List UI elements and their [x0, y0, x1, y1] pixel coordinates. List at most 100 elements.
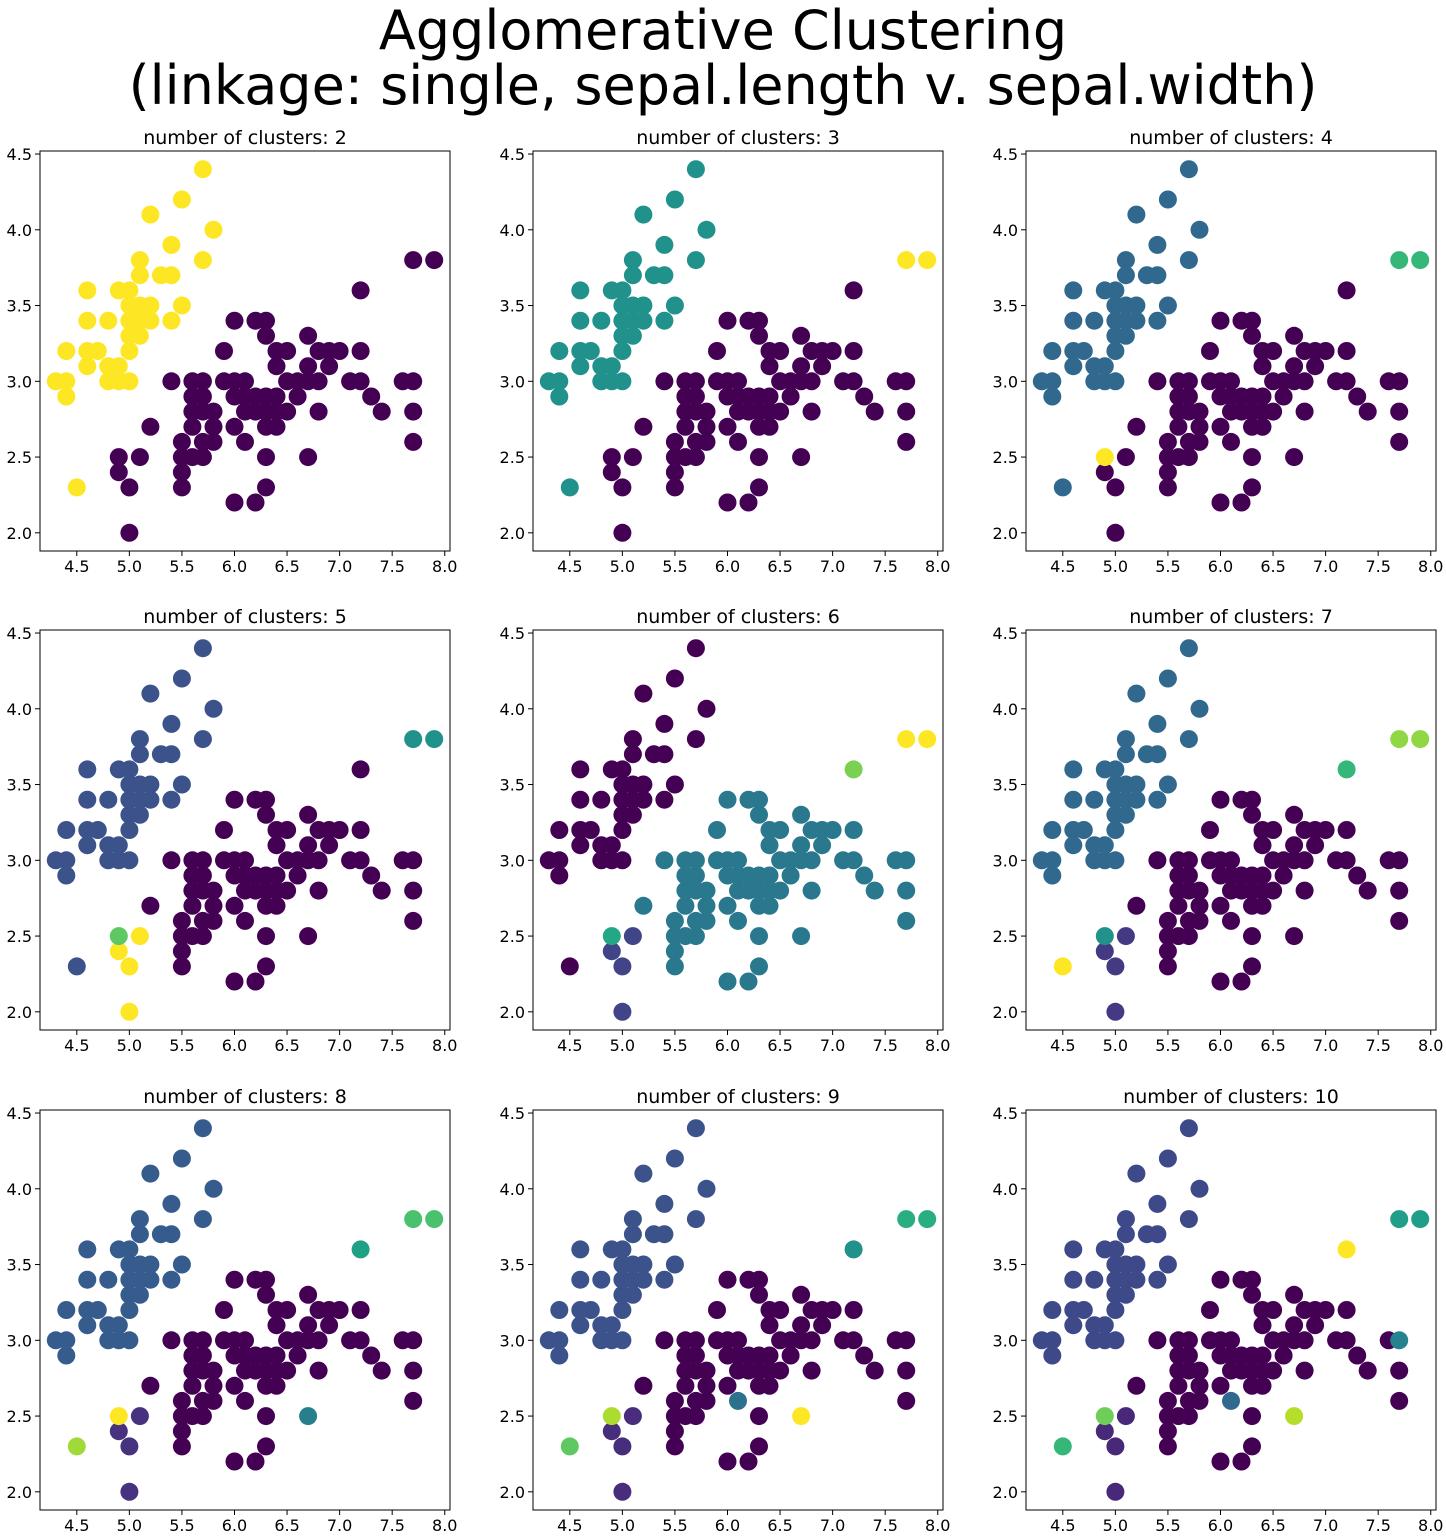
data-point	[686, 639, 705, 658]
y-tick-label: 3.5	[500, 776, 525, 795]
data-point	[236, 1331, 254, 1350]
data-point	[823, 1301, 842, 1319]
data-point	[750, 927, 768, 946]
data-point	[99, 790, 118, 809]
y-tick-label: 3.0	[500, 372, 525, 391]
data-point	[1127, 1270, 1146, 1289]
data-point	[299, 1316, 318, 1335]
data-point	[897, 851, 916, 870]
data-point	[1179, 1331, 1198, 1350]
data-point	[193, 866, 212, 885]
data-point	[655, 235, 674, 254]
data-point	[1148, 1225, 1167, 1244]
data-point	[613, 1482, 632, 1501]
axes-frame	[39, 1109, 451, 1511]
data-point	[404, 1331, 423, 1350]
x-tick-label: 5.5	[662, 557, 687, 576]
y-tick-label: 3.0	[993, 372, 1018, 391]
data-point	[686, 1331, 705, 1350]
data-point	[613, 1331, 632, 1350]
data-point	[193, 1331, 212, 1350]
data-points	[46, 639, 444, 1021]
data-point	[1179, 251, 1198, 270]
x-tick-label: 5.0	[610, 557, 635, 576]
data-point	[1337, 1301, 1356, 1319]
data-point	[1285, 357, 1304, 376]
data-point	[602, 357, 621, 376]
data-point	[771, 1301, 790, 1319]
data-point	[634, 775, 653, 794]
y-tick-label: 2.0	[993, 1483, 1018, 1502]
x-tick-label: 5.5	[1155, 557, 1180, 576]
data-point	[729, 372, 747, 391]
data-point	[1106, 1301, 1125, 1319]
data-point	[162, 1331, 181, 1350]
data-point	[1064, 357, 1083, 376]
data-point	[665, 942, 684, 961]
data-point	[88, 342, 107, 360]
data-point	[844, 1240, 863, 1259]
data-point	[1264, 881, 1283, 900]
y-tick-label: 3.0	[993, 851, 1018, 870]
data-point	[623, 1210, 642, 1229]
x-tick-label: 7.0	[1313, 557, 1338, 576]
data-point	[1211, 1452, 1230, 1471]
data-point	[372, 402, 391, 421]
data-point	[120, 1002, 139, 1021]
data-point	[404, 730, 423, 749]
x-tick-label: 4.5	[1050, 1516, 1075, 1535]
data-point	[78, 1240, 97, 1259]
y-tick-label: 2.5	[500, 1407, 525, 1426]
data-point	[844, 760, 863, 779]
data-point	[204, 699, 223, 718]
data-point	[193, 251, 212, 270]
data-point	[225, 1270, 244, 1289]
data-point	[141, 205, 160, 224]
subplot-title: number of clusters: 6	[636, 606, 840, 628]
data-point	[855, 1346, 874, 1365]
x-tick-label: 7.5	[379, 1036, 404, 1055]
data-point	[57, 372, 76, 391]
data-point	[141, 311, 160, 330]
subplot-10: number of clusters: 10 4.5 5.0 5.5 6.0 6.5 7.0…	[993, 1086, 1444, 1535]
data-point	[141, 417, 160, 436]
data-point	[550, 866, 569, 885]
subplot-5: number of clusters: 5 4.5 5.0 5.5 6.0 6.5 7.0 7…	[7, 606, 458, 1055]
data-point	[130, 730, 149, 749]
data-point	[718, 896, 737, 915]
data-point	[634, 1255, 653, 1274]
axes-frame	[532, 1109, 944, 1511]
data-point	[686, 387, 705, 406]
data-point	[130, 745, 149, 764]
data-point	[1390, 851, 1409, 870]
x-tick-label: 7.0	[820, 1516, 845, 1535]
data-point	[425, 1210, 444, 1229]
data-point	[655, 372, 674, 391]
data-points	[1032, 160, 1430, 542]
x-tick-label: 5.5	[1155, 1036, 1180, 1055]
data-point	[1285, 805, 1304, 824]
data-point	[1074, 342, 1093, 360]
data-point	[1232, 1452, 1251, 1471]
data-point	[1190, 1391, 1209, 1410]
data-point	[351, 342, 370, 360]
y-tick-label: 2.0	[7, 1483, 32, 1502]
x-tick-label: 6.5	[1260, 557, 1285, 576]
data-point	[1253, 1316, 1272, 1335]
data-point	[267, 1316, 286, 1335]
data-point	[120, 478, 139, 497]
data-point	[1179, 1346, 1198, 1365]
x-tick-label: 4.5	[64, 557, 89, 576]
data-point	[1211, 311, 1230, 330]
y-tick-label: 3.0	[500, 851, 525, 870]
x-tick-label: 6.5	[767, 1516, 792, 1535]
x-tick-label: 6.5	[1260, 1036, 1285, 1055]
data-point	[571, 1316, 590, 1335]
data-point	[613, 1240, 632, 1259]
data-point	[571, 760, 590, 779]
x-tick-label: 4.5	[64, 1036, 89, 1055]
data-point	[78, 357, 97, 376]
data-point	[665, 1149, 684, 1168]
data-point	[1127, 1164, 1146, 1183]
data-point	[1127, 1255, 1146, 1274]
